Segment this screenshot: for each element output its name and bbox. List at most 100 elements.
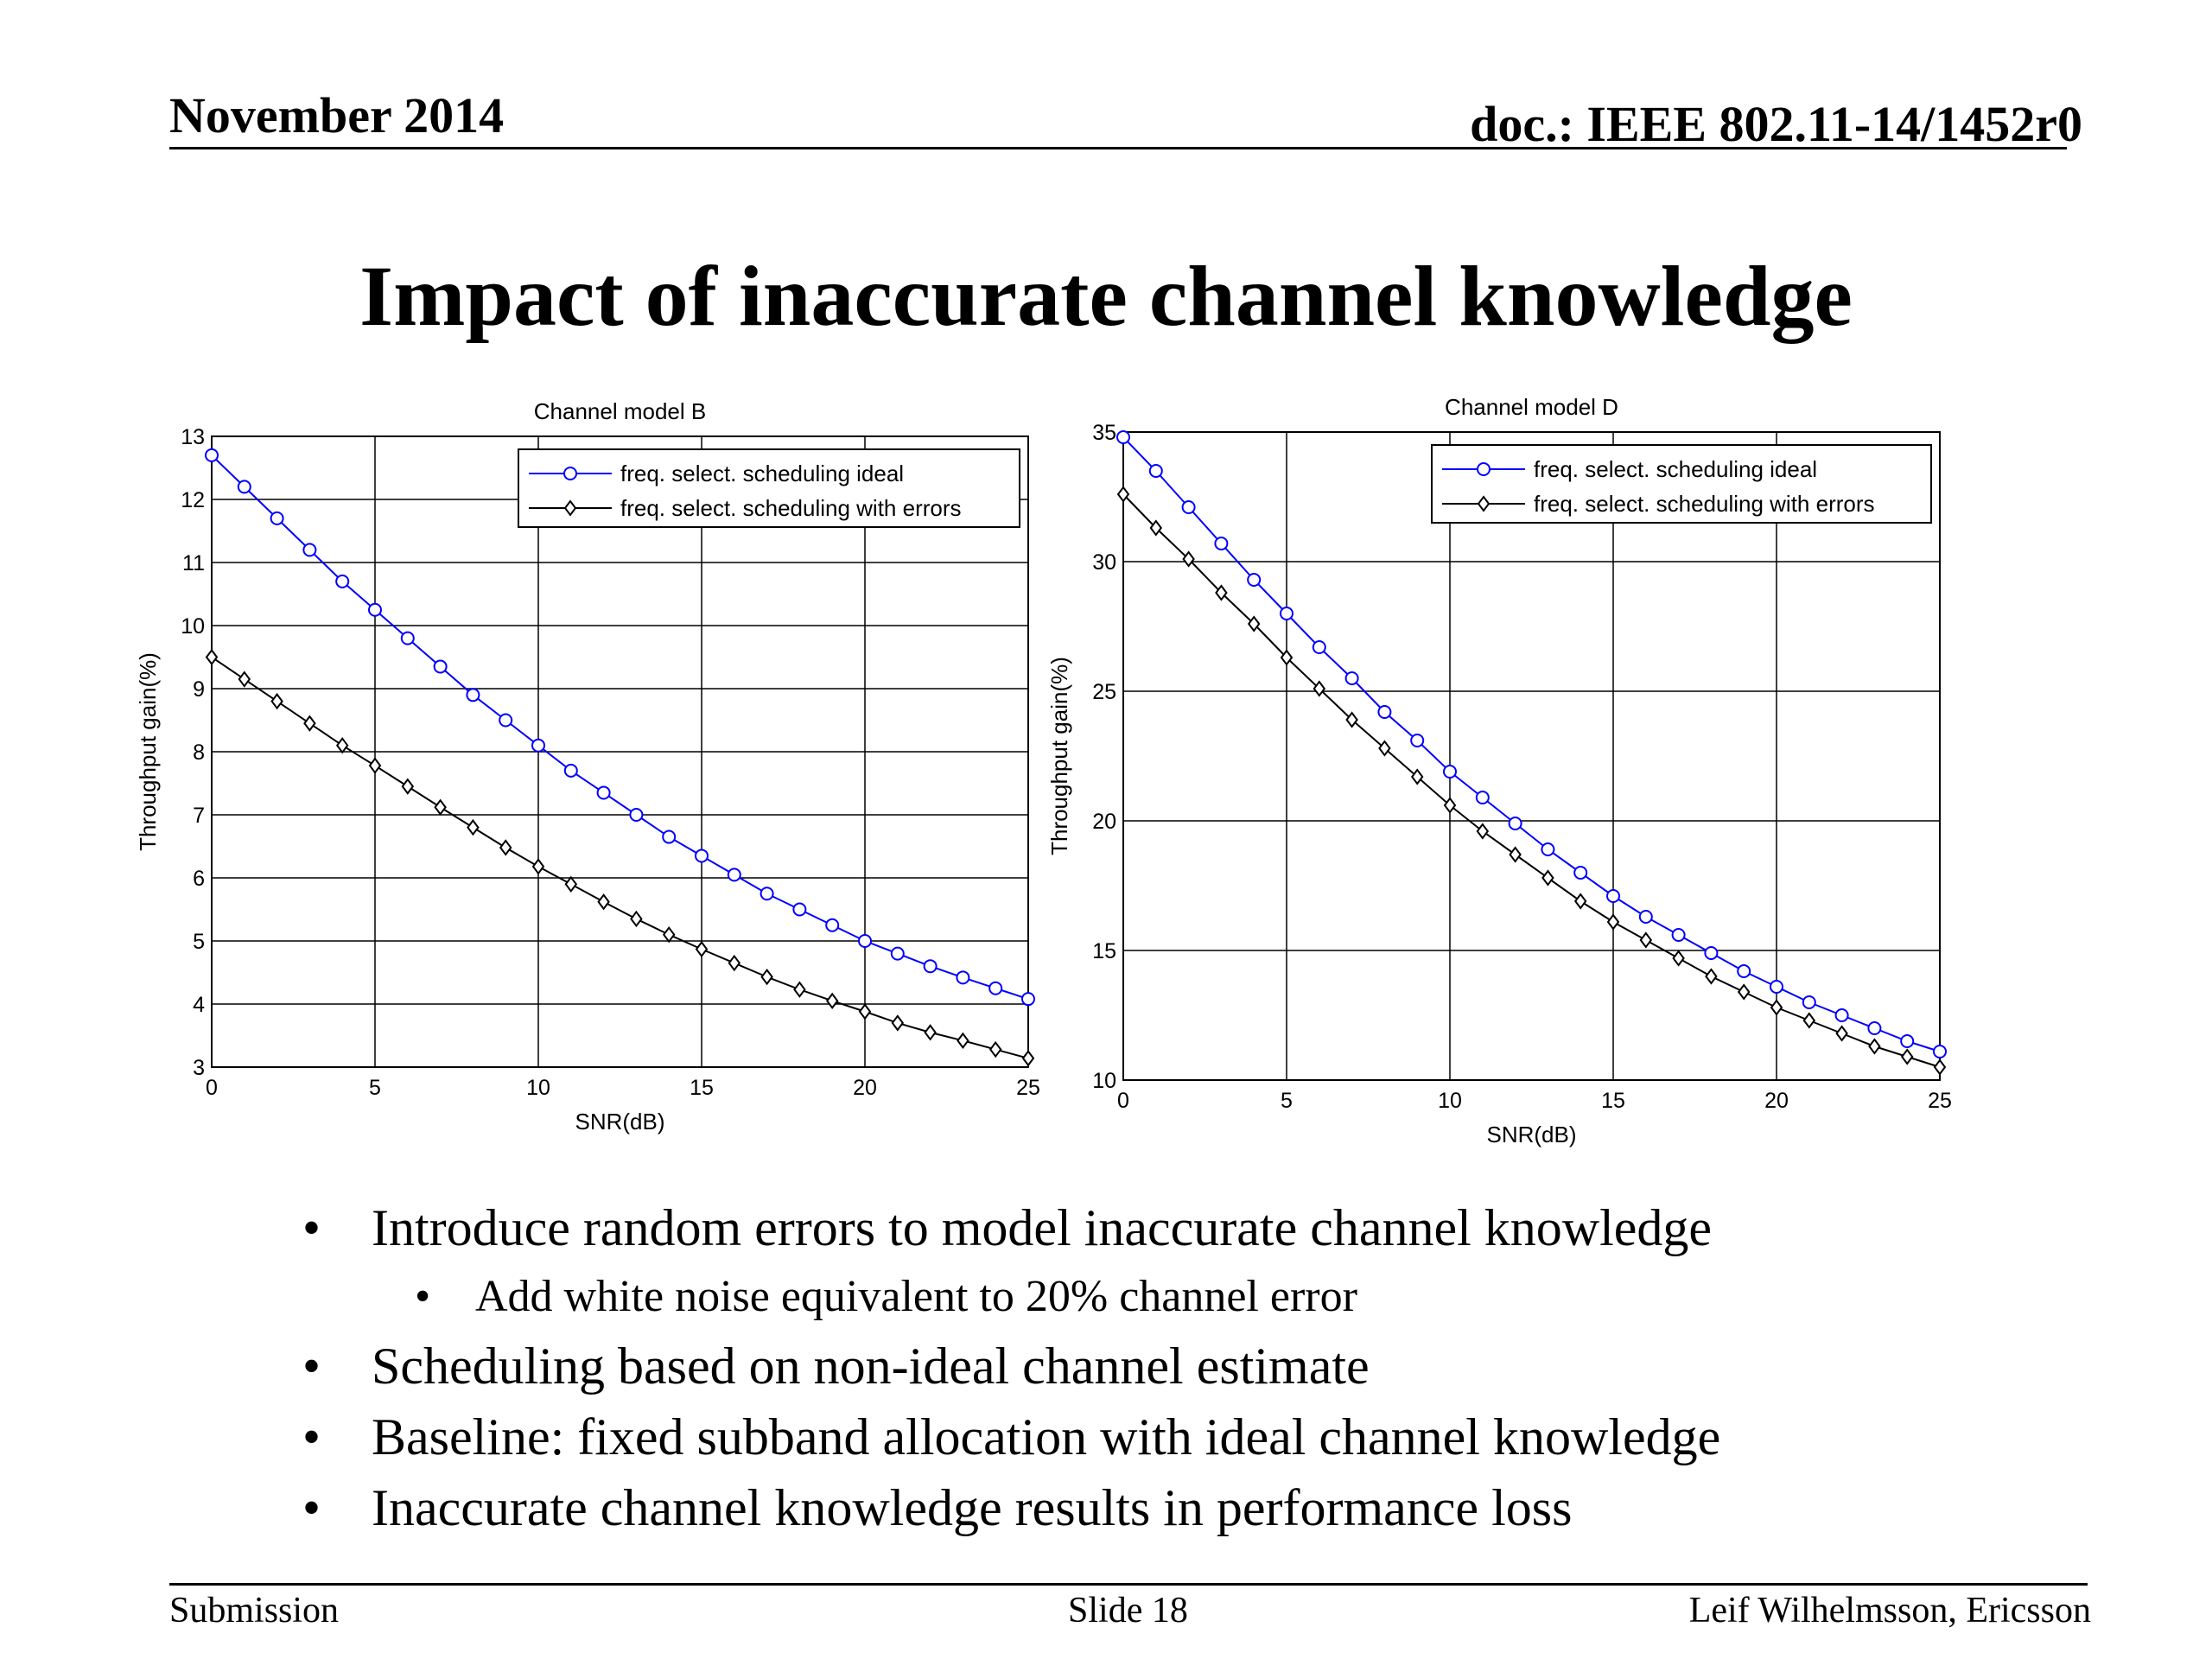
- data-point: [1509, 846, 1522, 863]
- x-tick-label: 0: [1117, 1089, 1129, 1113]
- y-tick-label: 7: [193, 804, 205, 828]
- data-point: [1280, 649, 1294, 666]
- data-point: [1606, 913, 1620, 931]
- legend-label: freq. select. scheduling ideal: [1534, 456, 1817, 482]
- y-tick-label: 6: [193, 867, 205, 891]
- data-point: [891, 1014, 905, 1032]
- data-point: [400, 631, 415, 645]
- bullet-text: Introduce random errors to model inaccur…: [372, 1199, 1713, 1256]
- data-point: [858, 1003, 872, 1020]
- y-tick-label: 35: [1092, 421, 1116, 445]
- data-point: [629, 808, 644, 822]
- bullet-item: • Scheduling based on non-ideal channel …: [302, 1331, 2117, 1402]
- data-point: [1704, 946, 1719, 960]
- data-point: [1606, 889, 1620, 903]
- data-point: [302, 543, 317, 557]
- y-tick-label: 12: [181, 488, 205, 512]
- data-point: [205, 648, 219, 666]
- data-point: [825, 918, 840, 932]
- data-point: [1182, 550, 1195, 568]
- data-point: [630, 910, 643, 928]
- legend-box: [518, 448, 1020, 528]
- data-point: [956, 970, 970, 985]
- data-point: [727, 868, 741, 882]
- plot-frame: [211, 435, 1029, 1068]
- bullet-dot: •: [302, 1199, 321, 1256]
- y-tick-label: 8: [193, 741, 205, 765]
- legend-marker: [1477, 462, 1491, 476]
- data-point: [1377, 705, 1392, 719]
- data-point: [238, 671, 251, 688]
- bullet-dot: •: [415, 1272, 431, 1321]
- data-point: [662, 830, 677, 844]
- bullet-text: Scheduling based on non-ideal channel es…: [372, 1338, 1370, 1395]
- data-point: [760, 968, 773, 986]
- y-axis-label: Throughput gain(%): [135, 652, 161, 851]
- data-point: [924, 1024, 937, 1041]
- data-point: [728, 954, 741, 972]
- data-point: [368, 602, 382, 617]
- data-point: [988, 981, 1003, 995]
- data-point: [401, 778, 415, 795]
- data-point: [1672, 950, 1685, 967]
- data-point: [433, 659, 448, 674]
- data-point: [1541, 842, 1555, 856]
- x-tick-label: 5: [1281, 1089, 1293, 1113]
- data-point: [1639, 931, 1653, 949]
- data-point: [1770, 999, 1783, 1016]
- x-tick-label: 20: [1764, 1089, 1789, 1113]
- data-point: [1671, 928, 1686, 942]
- footer-author: Leif Wilhelmsson, Ericsson: [1688, 1591, 2091, 1630]
- data-point: [1868, 1038, 1881, 1055]
- x-axis-label: SNR(dB): [1486, 1122, 1576, 1147]
- y-tick-label: 10: [181, 614, 205, 639]
- data-point: [1215, 584, 1228, 601]
- x-tick-label: 0: [206, 1076, 218, 1100]
- data-point: [1148, 464, 1163, 478]
- data-point: [596, 785, 611, 800]
- x-tick-label: 5: [369, 1076, 381, 1100]
- sub-bullet-item: • Add white noise equivalent to 20% chan…: [415, 1263, 2117, 1331]
- data-point: [1802, 995, 1816, 1009]
- data-point: [1443, 797, 1457, 814]
- data-point: [1573, 866, 1588, 880]
- chart-title: Channel model D: [1445, 394, 1618, 420]
- x-tick-label: 25: [1016, 1076, 1040, 1100]
- data-point: [531, 858, 545, 875]
- data-point: [1443, 765, 1457, 779]
- data-point: [205, 448, 219, 462]
- bullet-item: • Introduce random errors to model inacc…: [302, 1192, 2117, 1263]
- y-tick-label: 4: [193, 993, 205, 1017]
- data-point: [335, 737, 349, 754]
- series-line: [1122, 493, 1941, 1068]
- y-tick-label: 9: [193, 677, 205, 702]
- data-point: [1116, 430, 1130, 444]
- data-point: [1476, 823, 1490, 840]
- data-point: [1312, 640, 1326, 654]
- data-point: [923, 959, 938, 974]
- y-tick-label: 3: [193, 1056, 205, 1080]
- data-point: [1247, 615, 1261, 632]
- x-tick-label: 15: [1601, 1089, 1625, 1113]
- data-point: [1933, 1058, 1947, 1076]
- data-point: [467, 818, 480, 836]
- data-point: [858, 934, 872, 948]
- legend-marker: [1477, 495, 1491, 512]
- data-point: [1737, 983, 1751, 1001]
- plot-frame: [1122, 431, 1941, 1081]
- data-point: [695, 849, 709, 863]
- data-point: [597, 893, 610, 911]
- data-point: [1900, 1034, 1915, 1048]
- data-point: [1345, 711, 1358, 728]
- data-point: [825, 992, 839, 1010]
- data-point: [1410, 734, 1425, 747]
- series-line: [211, 656, 1029, 1059]
- data-point: [1834, 1008, 1849, 1022]
- header-rule: [169, 147, 2067, 149]
- chart-channel-model-d: 0 5 10 15 20 25 10 15 20 25 30 35 SNR(dB) Throughput …: [1046, 394, 1952, 1147]
- y-tick-label: 15: [1092, 939, 1116, 963]
- data-point: [335, 574, 350, 588]
- y-tick-label: 25: [1092, 680, 1116, 704]
- chart-channel-model-b: 0 5 10 15 20 25 3 4 5 6 7 8 9 10 11 12 13 SNR(dB) Throughp…: [135, 398, 1040, 1135]
- data-point: [466, 688, 480, 702]
